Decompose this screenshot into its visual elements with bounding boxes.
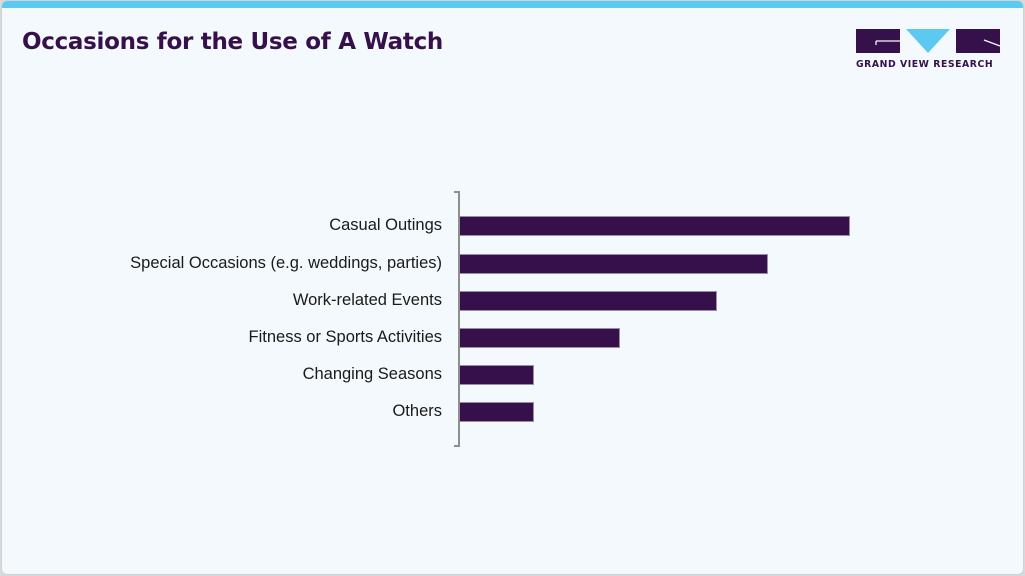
- gvr-logo-icon: [856, 29, 1000, 53]
- accent-top-bar: [2, 1, 1023, 8]
- bar: [460, 291, 718, 311]
- bar-row: Others: [2, 402, 1023, 422]
- bar-row: Changing Seasons: [2, 365, 1023, 385]
- bar-row: Casual Outings: [2, 216, 1023, 236]
- category-label: Work-related Events: [292, 291, 442, 309]
- bar-row: Work-related Events: [2, 291, 1023, 311]
- bar-row: Special Occasions (e.g. weddings, partie…: [2, 254, 1023, 274]
- y-axis-line: [458, 191, 460, 447]
- bar: [460, 254, 769, 274]
- y-axis-tick-top: [454, 191, 460, 193]
- category-label: Others: [392, 402, 442, 420]
- bar: [460, 328, 620, 348]
- y-axis-tick-bottom: [454, 445, 460, 447]
- bar: [460, 216, 850, 236]
- category-label: Changing Seasons: [302, 365, 442, 383]
- bar: [460, 402, 535, 422]
- category-label: Special Occasions (e.g. weddings, partie…: [130, 254, 442, 272]
- category-label: Fitness or Sports Activities: [248, 328, 442, 346]
- bar-row: Fitness or Sports Activities: [2, 328, 1023, 348]
- grand-view-research-logo: GRAND VIEW RESEARCH: [856, 29, 1000, 71]
- logo-wordmark: GRAND VIEW RESEARCH: [856, 59, 994, 70]
- category-label: Casual Outings: [329, 216, 442, 234]
- bar: [460, 365, 535, 385]
- page-title: Occasions for the Use of A Watch: [22, 29, 443, 55]
